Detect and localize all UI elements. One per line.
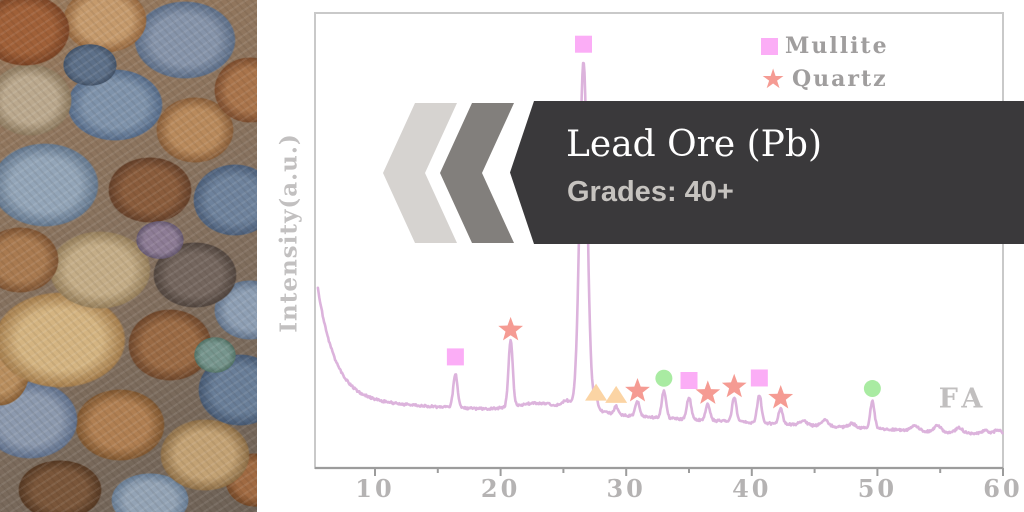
x-tick-label: 40: [732, 474, 772, 503]
marker-triangle: [585, 383, 608, 401]
x-tick-label: 10: [355, 474, 395, 503]
marker-square-mullite: [574, 35, 592, 53]
legend-item-quartz: ★ Quartz: [761, 63, 889, 95]
marker-star-quartz: [768, 385, 794, 409]
x-tick-label: 30: [606, 474, 646, 503]
title-banner: Lead Ore (Pb) Grades: 40+: [510, 101, 1024, 244]
marker-circle: [863, 380, 881, 398]
legend-item-mullite: Mullite: [761, 33, 889, 59]
marker-square-mullite: [680, 372, 698, 389]
marker-square-mullite: [750, 369, 768, 387]
x-tick-label: 20: [480, 474, 521, 503]
x-tick-label: 50: [857, 474, 898, 503]
marker-star-quartz: [625, 378, 650, 402]
mullite-square-icon: [761, 37, 778, 55]
marker-triangle: [605, 385, 628, 403]
series-annotation: FA: [938, 383, 988, 415]
marker-circle: [655, 369, 673, 387]
ore-photo-image: [0, 0, 257, 512]
marker-star-quartz: [498, 316, 523, 341]
x-tick-label: 60: [983, 474, 1023, 503]
legend-label: Mullite: [785, 33, 889, 59]
banner-title: Lead Ore (Pb): [566, 124, 822, 165]
y-axis-label: Intensity(a.u.): [275, 133, 303, 333]
banner-subtitle: Grades: 40+: [567, 176, 734, 208]
xrd-trace-line: [316, 61, 1004, 436]
marker-star-quartz: [721, 373, 747, 398]
chart-legend: Mullite ★ Quartz: [761, 33, 889, 99]
marker-star-quartz: [695, 380, 721, 404]
legend-label: Quartz: [792, 66, 888, 92]
quartz-star-icon: ★: [761, 63, 786, 95]
marker-square-mullite: [446, 348, 464, 366]
